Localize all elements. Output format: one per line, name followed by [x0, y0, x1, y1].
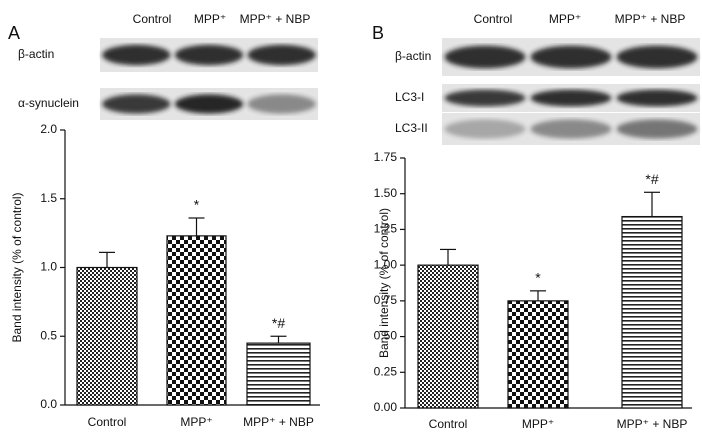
- y-tick-label: 0.5: [40, 328, 57, 342]
- y-tick-label: 1.00: [374, 257, 398, 271]
- y-tick-label: 0.25: [374, 364, 398, 378]
- panel-label: B: [372, 23, 384, 43]
- bar: [507, 300, 569, 409]
- blot-band: [530, 89, 612, 107]
- y-axis-label: Band intensity (% of control): [10, 192, 24, 342]
- blot-column-label: Control: [474, 12, 513, 26]
- x-tick-label: MPP⁺: [180, 415, 212, 429]
- bar: [621, 215, 683, 409]
- significance-label: *#: [645, 171, 658, 187]
- y-tick-label: 0.00: [374, 400, 398, 414]
- blot-band: [444, 119, 526, 139]
- y-tick-label: 1.50: [374, 186, 398, 200]
- y-tick-label: 1.75: [374, 150, 398, 164]
- blot-band: [102, 94, 171, 114]
- blot-band: [530, 119, 612, 139]
- bar: [166, 235, 227, 406]
- blot-band: [174, 94, 244, 114]
- blot-band: [444, 89, 526, 107]
- significance-label: *: [194, 197, 200, 213]
- blot-column-label: MPP⁺ + NBP: [240, 12, 311, 26]
- x-tick-label: MPP⁺ + NBP: [243, 415, 314, 429]
- blot-row-label: β-actin: [395, 49, 431, 63]
- y-tick-label: 0.0: [40, 397, 57, 411]
- blot-band: [616, 45, 698, 69]
- y-tick-label: 0.50: [374, 329, 398, 343]
- y-tick-label: 0.75: [374, 293, 398, 307]
- bar: [246, 342, 311, 406]
- significance-label: *: [535, 270, 541, 286]
- blot-band: [530, 45, 612, 69]
- panel-label: A: [8, 23, 20, 43]
- blot-column-label: MPP⁺: [549, 12, 581, 26]
- blot-column-label: MPP⁺: [194, 12, 226, 26]
- blot-column-label: MPP⁺ + NBP: [615, 12, 686, 26]
- blot-band: [616, 119, 698, 139]
- x-tick-label: Control: [88, 415, 127, 429]
- y-tick-label: 1.25: [374, 222, 398, 236]
- x-tick-label: MPP⁺: [522, 417, 554, 431]
- blot-row-label: LC3-I: [395, 90, 424, 104]
- blot-band: [247, 44, 316, 66]
- y-axis-label: Band intensity (% of control): [377, 208, 391, 358]
- significance-label: *#: [272, 315, 285, 331]
- blot-column-label: Control: [133, 12, 172, 26]
- blot-row-label: β-actin: [18, 47, 54, 61]
- y-tick-label: 1.5: [40, 191, 57, 205]
- blot-band: [444, 45, 526, 69]
- blot-band: [102, 44, 171, 66]
- x-tick-label: Control: [429, 417, 468, 431]
- blot-band: [616, 89, 698, 107]
- blot-band: [247, 94, 316, 114]
- blot-band: [174, 44, 244, 66]
- x-tick-label: MPP⁺ + NBP: [617, 417, 688, 431]
- y-tick-label: 2.0: [40, 122, 57, 136]
- bar: [76, 266, 138, 406]
- blot-row-label: LC3-II: [395, 121, 428, 135]
- y-tick-label: 1.0: [40, 260, 57, 274]
- bar: [417, 264, 479, 409]
- blot-row-label: α-synuclein: [18, 96, 79, 110]
